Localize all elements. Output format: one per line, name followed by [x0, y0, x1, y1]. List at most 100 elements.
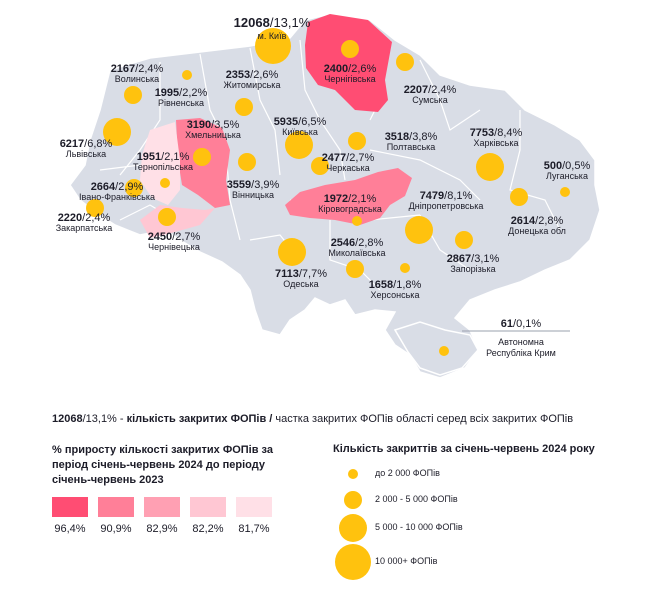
share-kherson: /1,8%: [393, 279, 421, 291]
share-lviv: /6,8%: [84, 138, 112, 150]
bubble-rivne: [182, 70, 192, 80]
growth-legend-swatch: [144, 497, 180, 517]
label-name-kyiv-city: м. Київ: [258, 31, 287, 41]
bubble-ivano-frankivsk: [125, 179, 143, 197]
label-name-zaporizhzhia: Запорізька: [450, 264, 495, 274]
crimea-shape: [393, 321, 479, 376]
size-legend-dot: [339, 514, 367, 542]
label-name-kirovohrad: Кіровоградська: [318, 204, 382, 214]
share-khmelnytskyi: /3,5%: [211, 119, 239, 131]
legend-rest-text: частка закритих ФОПів області серед всіх…: [272, 413, 574, 425]
value-vinnytsia: 3559: [227, 179, 251, 191]
label-value-chernihiv: 2400/2,6%: [324, 63, 377, 75]
label-value-donetsk: 2614/2,8%: [511, 215, 564, 227]
size-legend-title: Кількість закриттів за січень-червень 20…: [333, 443, 595, 455]
value-crimea: 61: [501, 318, 513, 330]
value-kherson: 1658: [369, 279, 393, 291]
value-sumy: 2207: [404, 84, 428, 96]
share-kyiv-oblast: /6,5%: [298, 116, 326, 128]
labels-layer: 12068/13,1%м. Київ2400/2,6%Чернігівська2…: [56, 15, 591, 358]
label-value-dnipro: 7479/8,1%: [420, 190, 473, 202]
value-donetsk: 2614: [511, 215, 536, 227]
value-zaporizhzhia: 2867: [447, 253, 471, 265]
label-name-khmelnytskyi: Хмельницька: [185, 130, 241, 140]
value-dnipro: 7479: [420, 190, 444, 202]
legend-bold-text: кількість закритих ФОПів /: [126, 413, 273, 425]
value-kirovohrad: 1972: [324, 193, 348, 205]
value-kyiv-oblast: 5935: [274, 116, 298, 128]
value-poltava: 3518: [385, 131, 409, 143]
label-value-ivano-frankivsk: 2664/2,9%: [91, 181, 144, 193]
value-zhytomyr: 2353: [226, 69, 250, 81]
bubble-zaporizhzhia: [455, 231, 473, 249]
value-lviv: 6217: [60, 138, 84, 150]
value-chernivtsi: 2450: [148, 231, 172, 243]
label-name-kyiv-oblast: Київська: [282, 127, 318, 137]
label-value-khmelnytskyi: 3190/3,5%: [187, 119, 240, 131]
label-name-odesa: Одеська: [283, 279, 318, 289]
label-name-dnipro: Дніпропетровська: [409, 201, 484, 211]
value-volyn: 2167: [111, 63, 135, 75]
region-chernihiv-fill: [305, 14, 392, 112]
value-ivano-frankivsk: 2664: [91, 181, 116, 193]
growth-legend-item: 82,2%: [190, 497, 226, 535]
region-ternopil-fill: [140, 122, 180, 205]
value-mykolaiv: 2546: [331, 237, 355, 249]
share-sumy: /2,4%: [428, 84, 456, 96]
label-name-crimea-1: Автономна: [498, 337, 544, 347]
label-value-ternopil: 1951/2,1%: [137, 151, 190, 163]
share-dnipro: /8,1%: [444, 190, 472, 202]
label-name-cherkasy: Черкаська: [326, 163, 369, 173]
label-value-kharkiv: 7753/8,4%: [470, 127, 523, 139]
label-value-lviv: 6217/6,8%: [60, 138, 113, 150]
value-zakarpattia: 2220: [58, 212, 82, 224]
bubble-kirovohrad: [352, 216, 362, 226]
region-chernivtsi-fill: [140, 205, 215, 238]
label-name-volyn: Волинська: [115, 74, 159, 84]
region-kirovohrad-fill: [285, 168, 412, 225]
label-value-mykolaiv: 2546/2,8%: [331, 237, 384, 249]
label-value-chernivtsi: 2450/2,7%: [148, 231, 201, 243]
growth-legend-item: 90,9%: [98, 497, 134, 535]
label-name-kherson: Херсонська: [371, 290, 420, 300]
label-name-zhytomyr: Житомирська: [224, 80, 281, 90]
bubble-zakarpattia: [86, 199, 104, 217]
size-legend-label: 10 000+ ФОПів: [375, 556, 438, 566]
bubble-khmelnytskyi: [193, 148, 211, 166]
share-poltava: /3,8%: [409, 131, 437, 143]
growth-legend-swatch: [190, 497, 226, 517]
label-value-poltava: 3518/3,8%: [385, 131, 438, 143]
bubble-kyiv-city: [255, 28, 291, 64]
share-vinnytsia: /3,9%: [251, 179, 279, 191]
share-rivne: /2,2%: [179, 87, 207, 99]
bubble-volyn: [124, 86, 142, 104]
value-odesa: 7113: [275, 268, 299, 280]
size-legend-label: 5 000 - 10 000 ФОПів: [375, 522, 463, 532]
label-value-kherson: 1658/1,8%: [369, 279, 422, 291]
size-legend-label: до 2 000 ФОПів: [375, 468, 440, 478]
bubble-kherson: [400, 263, 410, 273]
bubble-chernihiv: [341, 40, 359, 58]
bubble-luhansk: [560, 187, 570, 197]
label-name-lviv: Львівська: [66, 149, 106, 159]
size-legend-label: 2 000 - 5 000 ФОПів: [375, 494, 458, 504]
label-name-chernihiv: Чернігівська: [324, 74, 375, 84]
growth-legend-item: 82,9%: [144, 497, 180, 535]
bubble-zhytomyr: [235, 98, 253, 116]
label-value-luhansk: 500/0,5%: [544, 160, 591, 172]
growth-legend-label: 82,9%: [146, 523, 178, 535]
share-chernivtsi: /2,7%: [172, 231, 200, 243]
label-name-zakarpattia: Закарпатська: [56, 223, 113, 233]
value-chernihiv: 2400: [324, 63, 348, 75]
growth-legend-scale: 96,4% 90,9% 82,9% 82,2% 81,7%: [52, 497, 292, 547]
label-value-vinnytsia: 3559/3,9%: [227, 179, 280, 191]
bubble-kyiv-oblast: [285, 131, 313, 159]
growth-legend-label: 96,4%: [54, 523, 86, 535]
bubble-cherkasy: [311, 157, 329, 175]
value-kyiv-city: 12068: [234, 15, 270, 30]
share-donetsk: /2,8%: [535, 215, 563, 227]
size-legend-dot: [335, 544, 371, 580]
label-value-kyiv-oblast: 5935/6,5%: [274, 116, 327, 128]
share-cherkasy: /2,7%: [346, 152, 374, 164]
size-legend-dot: [348, 469, 358, 479]
